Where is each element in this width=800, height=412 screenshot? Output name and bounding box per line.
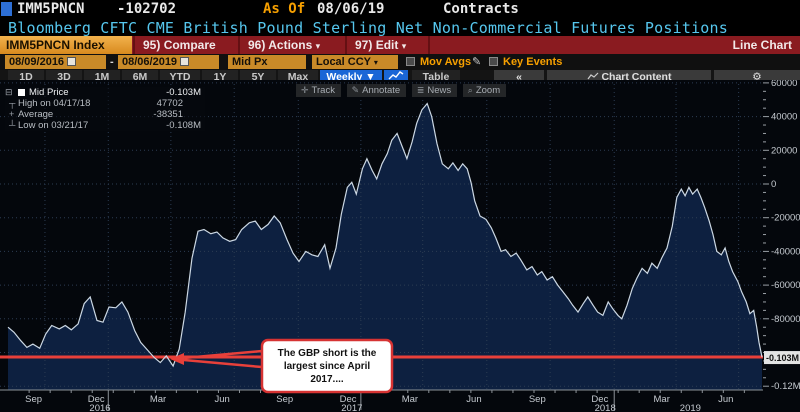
pencil-icon[interactable]: ✎ — [472, 56, 482, 68]
x-axis-month-label: Sep — [529, 394, 546, 405]
y-axis-label: -20000 — [771, 213, 800, 224]
legend-row-low[interactable]: ┴ Low on 03/21/17 -0.108M — [5, 120, 205, 131]
menu-item-edit[interactable]: 97) Edit ▾ — [355, 38, 407, 52]
ticker-last-value: -102702 — [117, 1, 177, 17]
price-chart[interactable]: 60000 40000 20000 0 -20000 -40000 -60000 -80000… — [0, 80, 800, 412]
annotation-arrow-head-icon — [170, 353, 184, 366]
annotate-button[interactable]: ✎ Annotate — [346, 84, 407, 97]
menu-divider — [238, 36, 240, 54]
x-axis-month-label: Mar — [150, 394, 166, 405]
track-button[interactable]: ✛ Track — [296, 84, 341, 97]
x-axis-month-label: Jun — [718, 394, 733, 405]
x-axis-year-label: 2016 — [89, 403, 110, 412]
legend-value: -38351 — [153, 109, 183, 120]
series-swatch — [18, 89, 25, 96]
annotation-arrow-line — [183, 349, 263, 360]
line-chart-icon — [388, 71, 404, 80]
calendar-icon[interactable] — [180, 57, 190, 66]
legend-row-average[interactable]: + Average -38351 — [5, 109, 205, 120]
y-axis-label: -60000 — [771, 280, 800, 291]
y-axis-label: -0.12M — [771, 381, 800, 392]
zoom-magnifier-icon: ⌕ — [467, 85, 473, 95]
x-axis-month-label: Mar — [654, 394, 670, 405]
range-toolbar: 08/09/2016 - 08/06/2019 Mid Px Local CCY… — [0, 54, 800, 70]
x-axis-month-label: Dec — [88, 394, 105, 405]
chart-type-label[interactable]: Line Chart — [732, 38, 792, 52]
menu-divider — [345, 36, 347, 54]
chart-content-icon — [587, 72, 598, 80]
as-of-label: As Of — [263, 1, 306, 17]
start-date-field[interactable]: 08/09/2016 — [5, 55, 106, 69]
high-marker-icon: ┬ — [9, 98, 16, 108]
annotation-arrow-line — [183, 358, 263, 369]
mov-avgs-checkbox[interactable] — [406, 57, 415, 66]
zoom-button[interactable]: ⌕ Zoom — [462, 84, 507, 97]
y-axis-label: 20000 — [771, 145, 797, 156]
legend-value: 47702 — [156, 98, 183, 109]
x-axis-year-label: 2018 — [595, 403, 616, 412]
annotation-text: largest since April — [284, 361, 371, 372]
unit-label: Contracts — [443, 1, 519, 17]
legend-value: -0.108M — [166, 120, 201, 131]
menu-divider — [133, 36, 135, 54]
legend-row-high[interactable]: ┬ High on 04/17/18 47702 — [5, 98, 205, 109]
mov-avgs-label: Mov Avgs — [420, 56, 472, 68]
annotation-text: The GBP short is the — [278, 348, 377, 359]
gear-icon: ⚙ — [752, 71, 762, 83]
menu-item-compare[interactable]: 95) Compare — [143, 38, 216, 52]
calendar-icon[interactable] — [67, 57, 77, 66]
end-date-field[interactable]: 08/06/2019 — [118, 55, 219, 69]
news-icon: ≣ — [416, 85, 425, 95]
currency-select[interactable]: Local CCY ▾ — [312, 55, 398, 69]
panel-grip-icon[interactable] — [1, 2, 12, 16]
legend-row-mid-price[interactable]: ⊟ Mid Price -0.103M — [5, 87, 201, 98]
security-description-bar: Bloomberg CFTC CME British Pound Sterlin… — [0, 18, 800, 37]
track-crosshair-icon: ✛ — [301, 85, 309, 95]
chevron-down-icon: ▾ — [373, 58, 378, 67]
tree-collapse-icon[interactable]: ⊟ — [5, 87, 13, 97]
annotation-box[interactable] — [260, 338, 394, 394]
annotate-pencil-icon: ✎ — [351, 85, 360, 95]
chart-legend: ⊟ Mid Price -0.103M ┬ High on 04/17/18 477… — [5, 87, 205, 131]
last-price-badge — [764, 351, 800, 365]
menu-item-actions[interactable]: 96) Actions ▾ — [248, 38, 321, 52]
security-input[interactable]: IMM5PNCN Index — [0, 36, 132, 54]
x-axis-month-label: Jun — [466, 394, 481, 405]
x-axis-month-label: Sep — [276, 394, 293, 405]
x-axis-year-label: 2019 — [680, 403, 701, 412]
key-events-label: Key Events — [503, 56, 563, 68]
caret-down-icon: ▾ — [401, 41, 407, 51]
security-description: Bloomberg CFTC CME British Pound Sterlin… — [8, 19, 728, 37]
as-of-date: 08/06/19 — [317, 1, 385, 17]
x-axis-year-label: 2017 — [341, 403, 362, 412]
low-marker-icon: ┴ — [9, 120, 16, 130]
x-axis-month-label: Dec — [340, 394, 357, 405]
x-axis-month-label: Mar — [402, 394, 418, 405]
function-menu-bar: IMM5PNCN Index 95) Compare 96) Actions ▾… — [0, 36, 800, 54]
ticker: IMM5PNCN — [17, 1, 85, 17]
caret-down-icon: ▾ — [315, 41, 321, 51]
date-range-dash: - — [110, 56, 114, 68]
series-line — [7, 102, 763, 368]
y-axis-label: 40000 — [771, 112, 797, 123]
chart-toolbar: ✛ Track ✎ Annotate ≣ News ⌕ Zoom — [296, 84, 509, 97]
x-axis-month-label: Dec — [591, 394, 608, 405]
annotation-text: 2017.... — [310, 374, 344, 385]
y-axis-label: -80000 — [771, 314, 800, 325]
legend-value: -0.103M — [166, 87, 201, 98]
average-marker-icon: + — [9, 109, 15, 119]
y-axis-label: 0 — [771, 179, 776, 190]
price-field-select[interactable]: Mid Px — [228, 55, 306, 69]
y-axis-label: -40000 — [771, 246, 800, 257]
menu-divider — [428, 36, 430, 54]
title-bar: IMM5PNCN -102702 As Of 08/06/19 Contract… — [0, 0, 800, 18]
key-events-checkbox[interactable] — [489, 57, 498, 66]
last-price-badge-text: -0.103M — [766, 353, 799, 363]
x-axis-month-label: Jun — [214, 394, 229, 405]
news-button[interactable]: ≣ News — [411, 84, 458, 97]
x-axis-month-label: Sep — [25, 394, 42, 405]
y-axis-label: 60000 — [771, 80, 797, 89]
